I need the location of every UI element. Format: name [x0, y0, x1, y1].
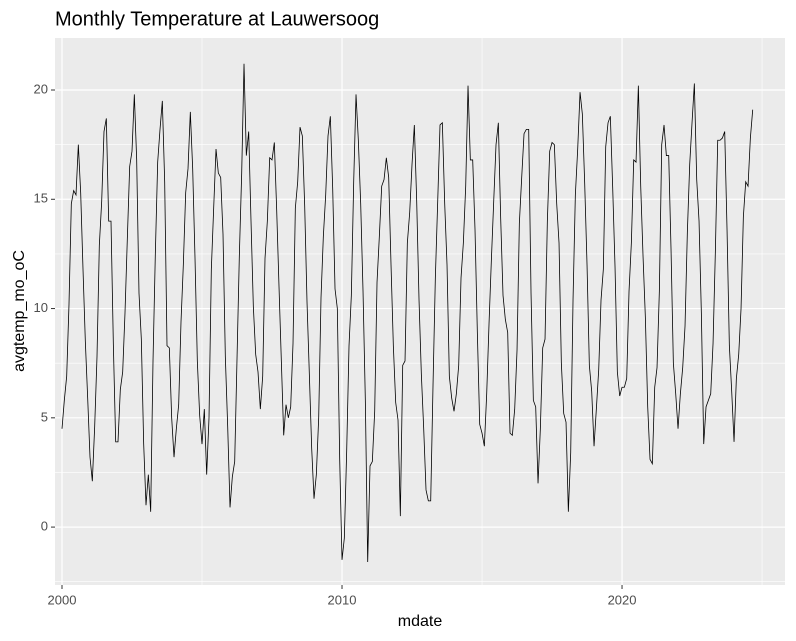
data-line — [61, 63, 754, 563]
x-tick-label: 2010 — [328, 592, 357, 607]
chart-title: Monthly Temperature at Lauwersoog — [55, 8, 379, 30]
y-tick-label: 15 — [34, 191, 48, 206]
y-tick-label: 0 — [41, 519, 48, 534]
y-tick-label: 10 — [34, 300, 48, 315]
x-tick-label: 2020 — [608, 592, 637, 607]
x-tick-label: 2000 — [48, 592, 77, 607]
y-tick-label: 5 — [41, 409, 48, 424]
y-axis-label: avgtemp_mo_oC — [11, 250, 28, 372]
panel — [55, 38, 785, 585]
x-axis-label: mdate — [398, 613, 443, 630]
y-tick-label: 20 — [34, 81, 48, 96]
